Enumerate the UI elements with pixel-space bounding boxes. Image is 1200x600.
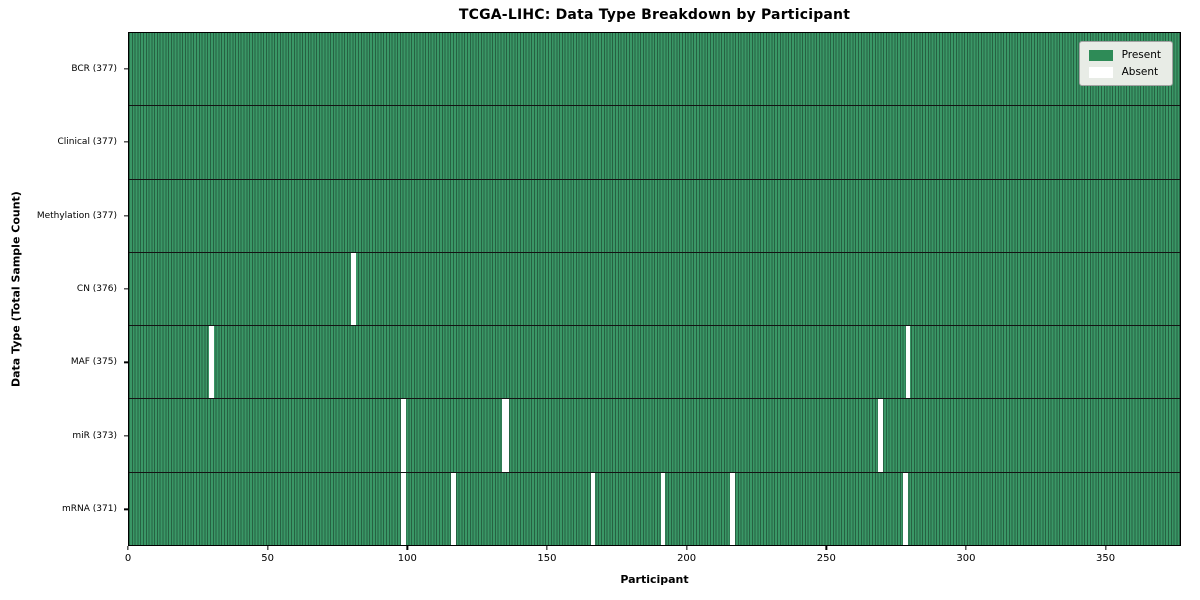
x-tick-mark (685, 546, 688, 550)
y-axis: BCR (377) Clinical (377) Methylation (377)… (0, 32, 128, 546)
x-tick-mark (546, 546, 548, 550)
x-tick-label: 150 (537, 553, 557, 564)
legend-label-absent: Absent (1121, 66, 1159, 78)
y-tick-label-methylation: Methylation (377) (36, 210, 117, 221)
x-tick-label: 0 (124, 553, 132, 564)
y-tick-mark (124, 361, 128, 364)
x-tick-label: 200 (677, 553, 697, 564)
x-tick-mark (127, 546, 129, 550)
y-tick-label-bcr: BCR (377) (71, 63, 117, 74)
heatmap-row-mrna (129, 471, 1180, 545)
y-tick-label-mir: miR (373) (72, 430, 117, 441)
y-tick-mark (124, 68, 128, 70)
absent-stripe (208, 326, 214, 399)
heatmap-row-methylation (129, 178, 1180, 252)
y-tick-mark (124, 288, 128, 290)
x-tick-label: 250 (816, 553, 836, 564)
plot-area: Present Absent (128, 32, 1181, 546)
absent-stripe (351, 252, 356, 326)
heatmap-row-clinical (129, 105, 1180, 179)
chart-title: TCGA-LIHC: Data Type Breakdown by Partic… (458, 7, 851, 23)
heatmap-rows (129, 33, 1180, 545)
absent-stripe (878, 399, 883, 472)
x-axis: 0 50 100 150 200 250 300 350 (124, 546, 1181, 572)
heatmap-row-cn (129, 251, 1180, 326)
x-axis-title: Participant (620, 573, 689, 586)
y-tick-mark (124, 435, 128, 437)
x-tick-label: 50 (261, 553, 275, 564)
y-tick-mark (124, 141, 128, 143)
absent-stripe (451, 472, 457, 545)
absent-stripe (504, 399, 510, 472)
y-tick-label-clinical: Clinical (377) (57, 137, 117, 148)
absent-stripe (501, 399, 507, 472)
absent-swatch (1088, 66, 1113, 78)
absent-stripe (590, 472, 596, 545)
absent-stripe (401, 399, 406, 472)
absent-stripe (401, 472, 406, 545)
x-tick-label: 100 (397, 553, 417, 564)
legend: Present Absent (1078, 41, 1173, 86)
y-tick-label-maf: MAF (375) (70, 357, 117, 368)
x-tick-mark (825, 546, 827, 550)
y-tick-mark (124, 508, 128, 510)
legend-item-absent: Absent (1088, 66, 1161, 78)
x-tick-mark (965, 546, 967, 550)
absent-stripe (660, 472, 666, 545)
heatmap-row-bcr (129, 33, 1180, 106)
present-swatch (1088, 49, 1113, 61)
absent-stripe (905, 326, 911, 399)
y-tick-label-mrna: mRNA (371) (62, 504, 117, 515)
legend-item-present: Present (1088, 49, 1161, 61)
absent-stripe (730, 472, 735, 545)
heatmap-row-mir (129, 398, 1180, 472)
absent-stripe (903, 472, 908, 545)
x-tick-label: 350 (1096, 553, 1116, 564)
legend-label-present: Present (1121, 49, 1161, 61)
y-tick-label-cn: CN (376) (76, 284, 117, 294)
x-tick-mark (406, 546, 408, 550)
heatmap-row-maf (129, 325, 1180, 399)
y-tick-mark (124, 214, 128, 217)
x-tick-mark (266, 546, 269, 550)
x-tick-label: 300 (956, 553, 976, 564)
x-tick-mark (1104, 546, 1107, 550)
